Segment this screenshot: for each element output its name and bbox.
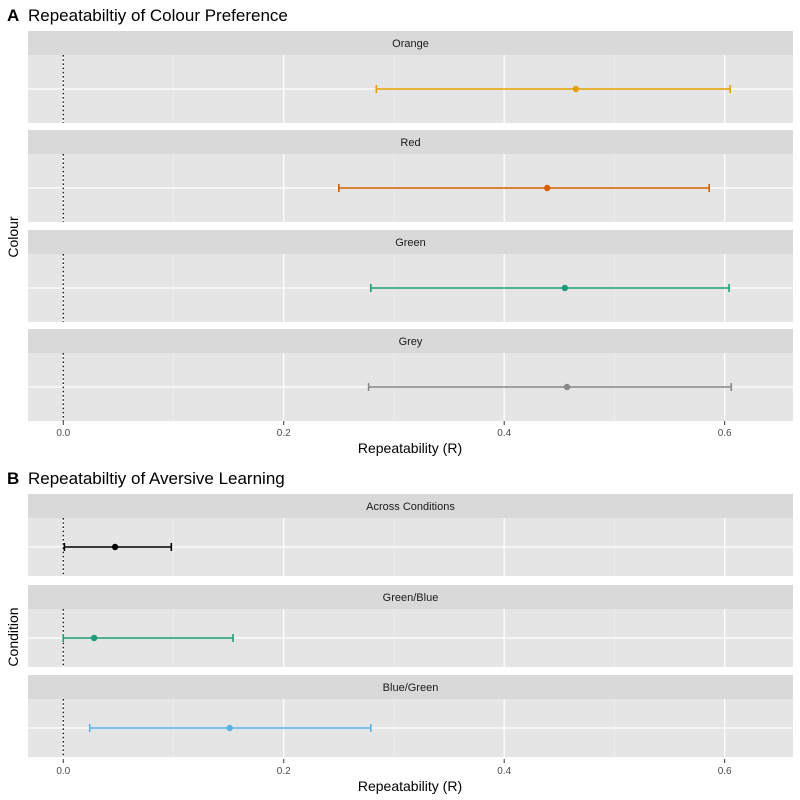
x-tick-label: 0.6 [718,766,732,777]
panel-b-y-axis-label: Condition [5,607,21,666]
x-tick-label: 0.0 [56,428,70,439]
point-estimate [543,184,551,192]
panel-a-letter: A [7,6,19,25]
point-estimate [226,724,233,732]
panel-a-x-ticks: 0.0 0.2 0.4 0.6 [56,421,732,439]
facet-strip [28,130,793,154]
facet-strip-label: Green [395,237,426,249]
facet-1: Green/Blue [28,585,793,667]
facet-strip [28,494,793,518]
panel-a-facets: Orange Red Green Grey [28,31,793,421]
point-estimate [563,383,571,391]
point-estimate [111,543,119,551]
point-estimate [572,85,580,93]
panel-b-facets: Across Conditions Green/Blue Blue/Green [28,494,793,757]
facet-strip [28,31,793,55]
facet-strip-label: Green/Blue [383,592,439,604]
facet-0: Orange [28,31,793,123]
facet-strip-label: Across Conditions [366,501,455,513]
panel-b-title: Repeatabiltiy of Aversive Learning [28,469,285,488]
x-tick-label: 0.2 [277,428,291,439]
facet-3: Grey [28,329,793,421]
panel-b-x-ticks: 0.0 0.2 0.4 0.6 [56,759,732,777]
facet-0: Across Conditions [28,494,793,576]
facet-strip-label: Blue/Green [383,682,439,694]
point-estimate [561,284,569,292]
facet-2: Green [28,230,793,322]
facet-2: Blue/Green [28,675,793,757]
panel-a-title: Repeatabiltiy of Colour Preference [28,6,288,25]
x-tick-label: 0.4 [497,428,511,439]
x-tick-label: 0.6 [718,428,732,439]
panel-a-x-axis-label: Repeatability (R) [358,440,462,456]
x-tick-label: 0.2 [277,766,291,777]
panel-a: A Repeatabiltiy of Colour Preference Ora… [5,6,793,456]
facet-strip [28,329,793,353]
facet-strip-label: Orange [392,38,429,50]
x-tick-label: 0.0 [56,766,70,777]
point-estimate [90,634,98,642]
facet-strip [28,230,793,254]
panel-b-x-axis-label: Repeatability (R) [358,778,462,794]
facet-1: Red [28,130,793,222]
facet-strip [28,585,793,609]
x-tick-label: 0.4 [497,766,511,777]
facet-strip-label: Grey [399,336,423,348]
facet-strip [28,675,793,699]
panel-b-letter: B [7,469,19,488]
panel-a-y-axis-label: Colour [5,216,21,258]
facet-strip-label: Red [400,137,420,149]
panel-b: B Repeatabiltiy of Aversive Learning Acr… [5,469,793,794]
